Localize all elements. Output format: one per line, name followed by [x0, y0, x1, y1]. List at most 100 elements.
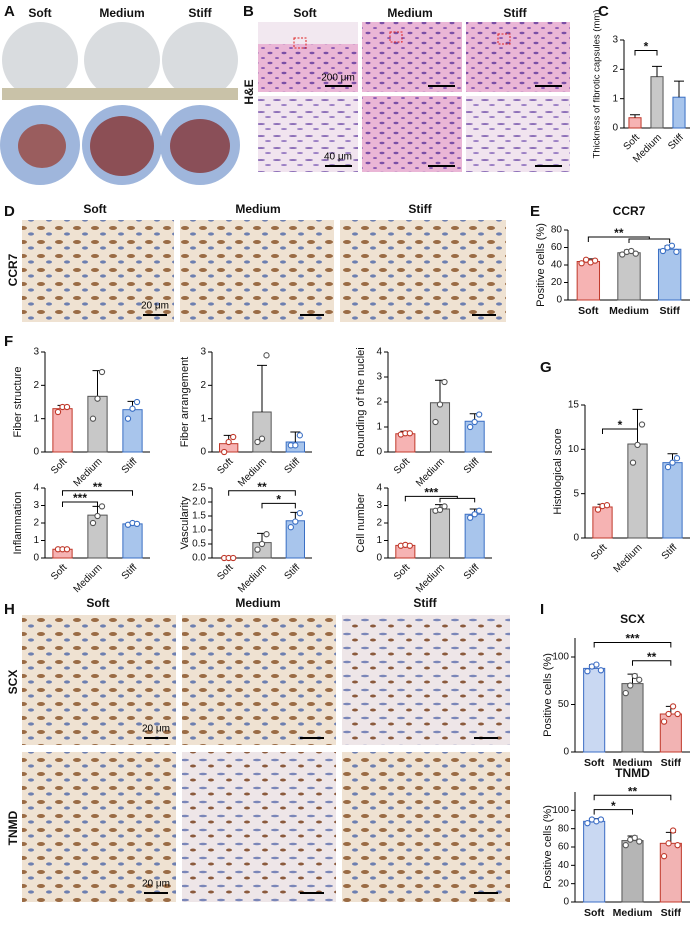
data-point — [467, 423, 474, 431]
panel-letter: C — [598, 3, 609, 20]
significance-label: *** — [625, 632, 639, 646]
y-tick-label: 60 — [551, 242, 563, 253]
data-point — [436, 401, 444, 408]
data-point — [432, 418, 439, 426]
data-point — [98, 368, 106, 376]
photo-dish — [84, 22, 160, 98]
panel-a: Soft Medium Stiff — [0, 6, 240, 185]
y-tick-label: 80 — [551, 225, 563, 236]
data-point — [287, 524, 294, 531]
data-point — [254, 546, 261, 553]
data-point — [63, 403, 71, 411]
significance-label: ** — [614, 226, 624, 240]
data-point — [436, 506, 444, 514]
micrograph — [340, 220, 506, 322]
micrograph — [466, 96, 570, 172]
bar — [122, 409, 143, 453]
data-point — [669, 703, 677, 710]
x-tick-label: Soft — [215, 456, 236, 477]
y-tick-label: 0 — [563, 897, 569, 908]
significance-label: * — [644, 40, 649, 54]
significance-label: * — [611, 799, 616, 813]
tissue — [170, 119, 230, 173]
data-point — [669, 827, 677, 834]
data-point — [622, 842, 629, 849]
y-tick-label: 1 — [200, 413, 206, 424]
y-tick-label: 20 — [558, 878, 570, 889]
data-point — [296, 432, 303, 439]
bar — [252, 411, 272, 453]
tissue — [90, 116, 154, 176]
significance-bracket — [593, 809, 633, 815]
panel-letter: H — [4, 601, 15, 618]
micrograph — [342, 752, 510, 902]
panel-letter: D — [4, 203, 15, 220]
panel-d: Soft Medium Stiff CCR7 20 μm — [6, 202, 506, 322]
column-label: Medium — [387, 6, 432, 20]
data-point — [660, 853, 668, 860]
data-point — [665, 710, 672, 718]
y-tick-label: 0 — [376, 447, 382, 458]
significance-bracket — [62, 490, 133, 496]
bar — [583, 820, 606, 903]
x-tick-label: Soft — [215, 562, 236, 583]
data-point — [471, 511, 478, 518]
x-tick-label: Medium — [72, 562, 105, 595]
bar — [429, 402, 451, 453]
data-point — [89, 415, 97, 422]
data-point — [230, 554, 237, 562]
data-point — [406, 542, 413, 549]
tissue — [18, 124, 66, 168]
micrograph-layer — [258, 22, 358, 44]
y-tick-label: 0.5 — [192, 539, 206, 550]
data-point — [597, 816, 605, 823]
x-tick-label: Stiff — [659, 305, 680, 317]
y-tick-label: 10 — [568, 444, 580, 455]
data-point — [628, 247, 635, 255]
data-point — [664, 463, 672, 471]
bar — [628, 117, 642, 129]
x-tick-label: Stiff — [661, 757, 682, 769]
significance-label: *** — [424, 486, 438, 500]
panel-letter: I — [540, 601, 544, 618]
scale-label: 20 μm — [142, 724, 170, 735]
x-tick-label: Stiff — [282, 456, 302, 476]
x-tick-label: Medium — [612, 542, 645, 575]
y-tick-label: 50 — [558, 699, 570, 710]
roi-box — [497, 33, 511, 45]
y-tick-label: 0 — [556, 295, 562, 306]
data-point — [467, 514, 474, 521]
significance-label: ** — [628, 784, 638, 798]
data-point — [258, 540, 266, 548]
bar — [122, 523, 143, 559]
scale-label: 20 μm — [142, 879, 170, 890]
y-tick-label: 2 — [376, 518, 382, 529]
data-point — [659, 247, 667, 255]
y-tick-label: 3 — [33, 347, 39, 358]
column-label: Stiff — [188, 6, 212, 20]
significance-bracket — [261, 502, 296, 509]
data-point — [631, 672, 638, 680]
data-point — [89, 519, 97, 527]
data-point — [673, 455, 681, 462]
chart-title: SCX — [620, 612, 645, 626]
y-tick-label: 2 — [33, 380, 39, 391]
significance-label: ** — [647, 650, 657, 664]
column-label: Stiff — [413, 596, 437, 610]
data-point — [597, 667, 605, 674]
bar — [662, 462, 683, 539]
chart-title: CCR7 — [613, 204, 646, 218]
column-label: Soft — [86, 596, 109, 610]
data-point — [674, 842, 681, 849]
bar — [627, 443, 648, 539]
error-bar — [674, 80, 684, 98]
data-point — [258, 435, 266, 442]
y-tick-label: 40 — [551, 260, 563, 271]
data-point — [476, 507, 483, 514]
data-point — [476, 411, 483, 418]
column-label: Soft — [28, 6, 51, 20]
significance-label: *** — [73, 491, 87, 505]
y-tick-label: 0 — [612, 123, 618, 134]
data-point — [673, 248, 680, 256]
